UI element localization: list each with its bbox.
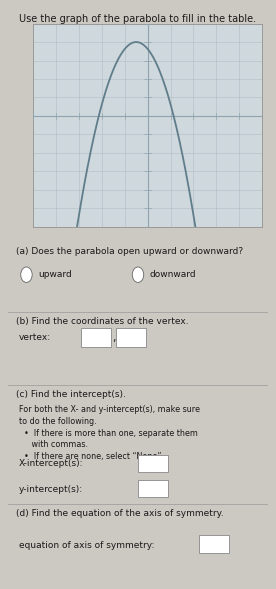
Text: upward: upward — [38, 270, 72, 279]
FancyBboxPatch shape — [116, 328, 146, 346]
Text: downward: downward — [150, 270, 196, 279]
Text: vertex:: vertex: — [19, 333, 51, 342]
Circle shape — [21, 267, 32, 282]
Text: (d) Find the equation of the axis of symmetry.: (d) Find the equation of the axis of sym… — [16, 509, 224, 518]
FancyBboxPatch shape — [138, 480, 168, 497]
Text: (c) Find the intercept(s).: (c) Find the intercept(s). — [16, 390, 126, 399]
FancyBboxPatch shape — [199, 535, 229, 553]
FancyBboxPatch shape — [138, 455, 168, 472]
Text: X-intercept(s):: X-intercept(s): — [19, 459, 83, 468]
Text: equation of axis of symmetry:: equation of axis of symmetry: — [19, 541, 154, 550]
Text: (b) Find the coordinates of the vertex.: (b) Find the coordinates of the vertex. — [16, 317, 189, 326]
FancyBboxPatch shape — [81, 328, 111, 346]
Text: For both the X- and y-intercept(s), make sure
to do the following.
  •  If there: For both the X- and y-intercept(s), make… — [19, 405, 200, 461]
Text: Use the graph of the parabola to fill in the table.: Use the graph of the parabola to fill in… — [19, 14, 257, 24]
Text: ,: , — [113, 333, 116, 343]
Text: y-intercept(s):: y-intercept(s): — [19, 485, 83, 494]
Text: (a) Does the parabola open upward or downward?: (a) Does the parabola open upward or dow… — [16, 247, 243, 256]
Circle shape — [132, 267, 144, 282]
